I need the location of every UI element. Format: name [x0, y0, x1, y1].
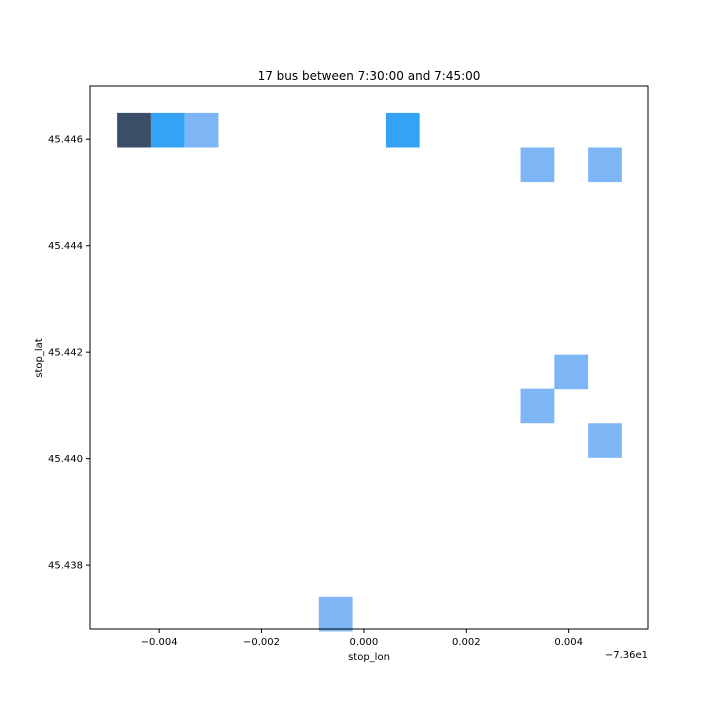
plot-frame — [89, 85, 649, 630]
y-tick-label: 45.440 — [48, 454, 83, 465]
x-axis-offset-label: −7.36e1 — [605, 650, 648, 661]
heatmap-cell — [117, 112, 151, 148]
y-axis-label: stop_lat — [34, 338, 45, 378]
y-tick-label: 45.442 — [48, 348, 83, 359]
heatmap-cell — [554, 354, 589, 390]
y-tick-label: 45.444 — [48, 241, 83, 252]
x-axis-ticks: −0.004 −0.002 0.000 0.002 0.004 — [141, 629, 583, 648]
heatmap-cells — [117, 112, 622, 632]
x-tick-label: 0.004 — [554, 637, 583, 648]
heatmap-cell — [318, 596, 353, 632]
heatmap-cell — [184, 112, 219, 148]
y-axis-ticks: 45.438 45.440 45.442 45.444 45.446 — [48, 135, 90, 572]
x-tick-label: 0.000 — [350, 637, 379, 648]
heatmap-cell — [385, 112, 420, 148]
heatmap-cell — [520, 388, 555, 424]
heatmap-cell — [588, 423, 622, 458]
heatmap-cell — [150, 112, 185, 148]
y-tick-label: 45.438 — [48, 561, 83, 572]
x-tick-label: −0.004 — [141, 637, 178, 648]
x-tick-label: 0.002 — [452, 637, 481, 648]
heatmap-cell — [588, 147, 622, 183]
y-tick-label: 45.446 — [48, 135, 83, 146]
x-axis-label: stop_lon — [348, 652, 390, 663]
chart-title: 17 bus between 7:30:00 and 7:45:00 — [258, 69, 481, 83]
x-tick-label: −0.002 — [243, 637, 280, 648]
heatmap-cell — [520, 147, 555, 183]
